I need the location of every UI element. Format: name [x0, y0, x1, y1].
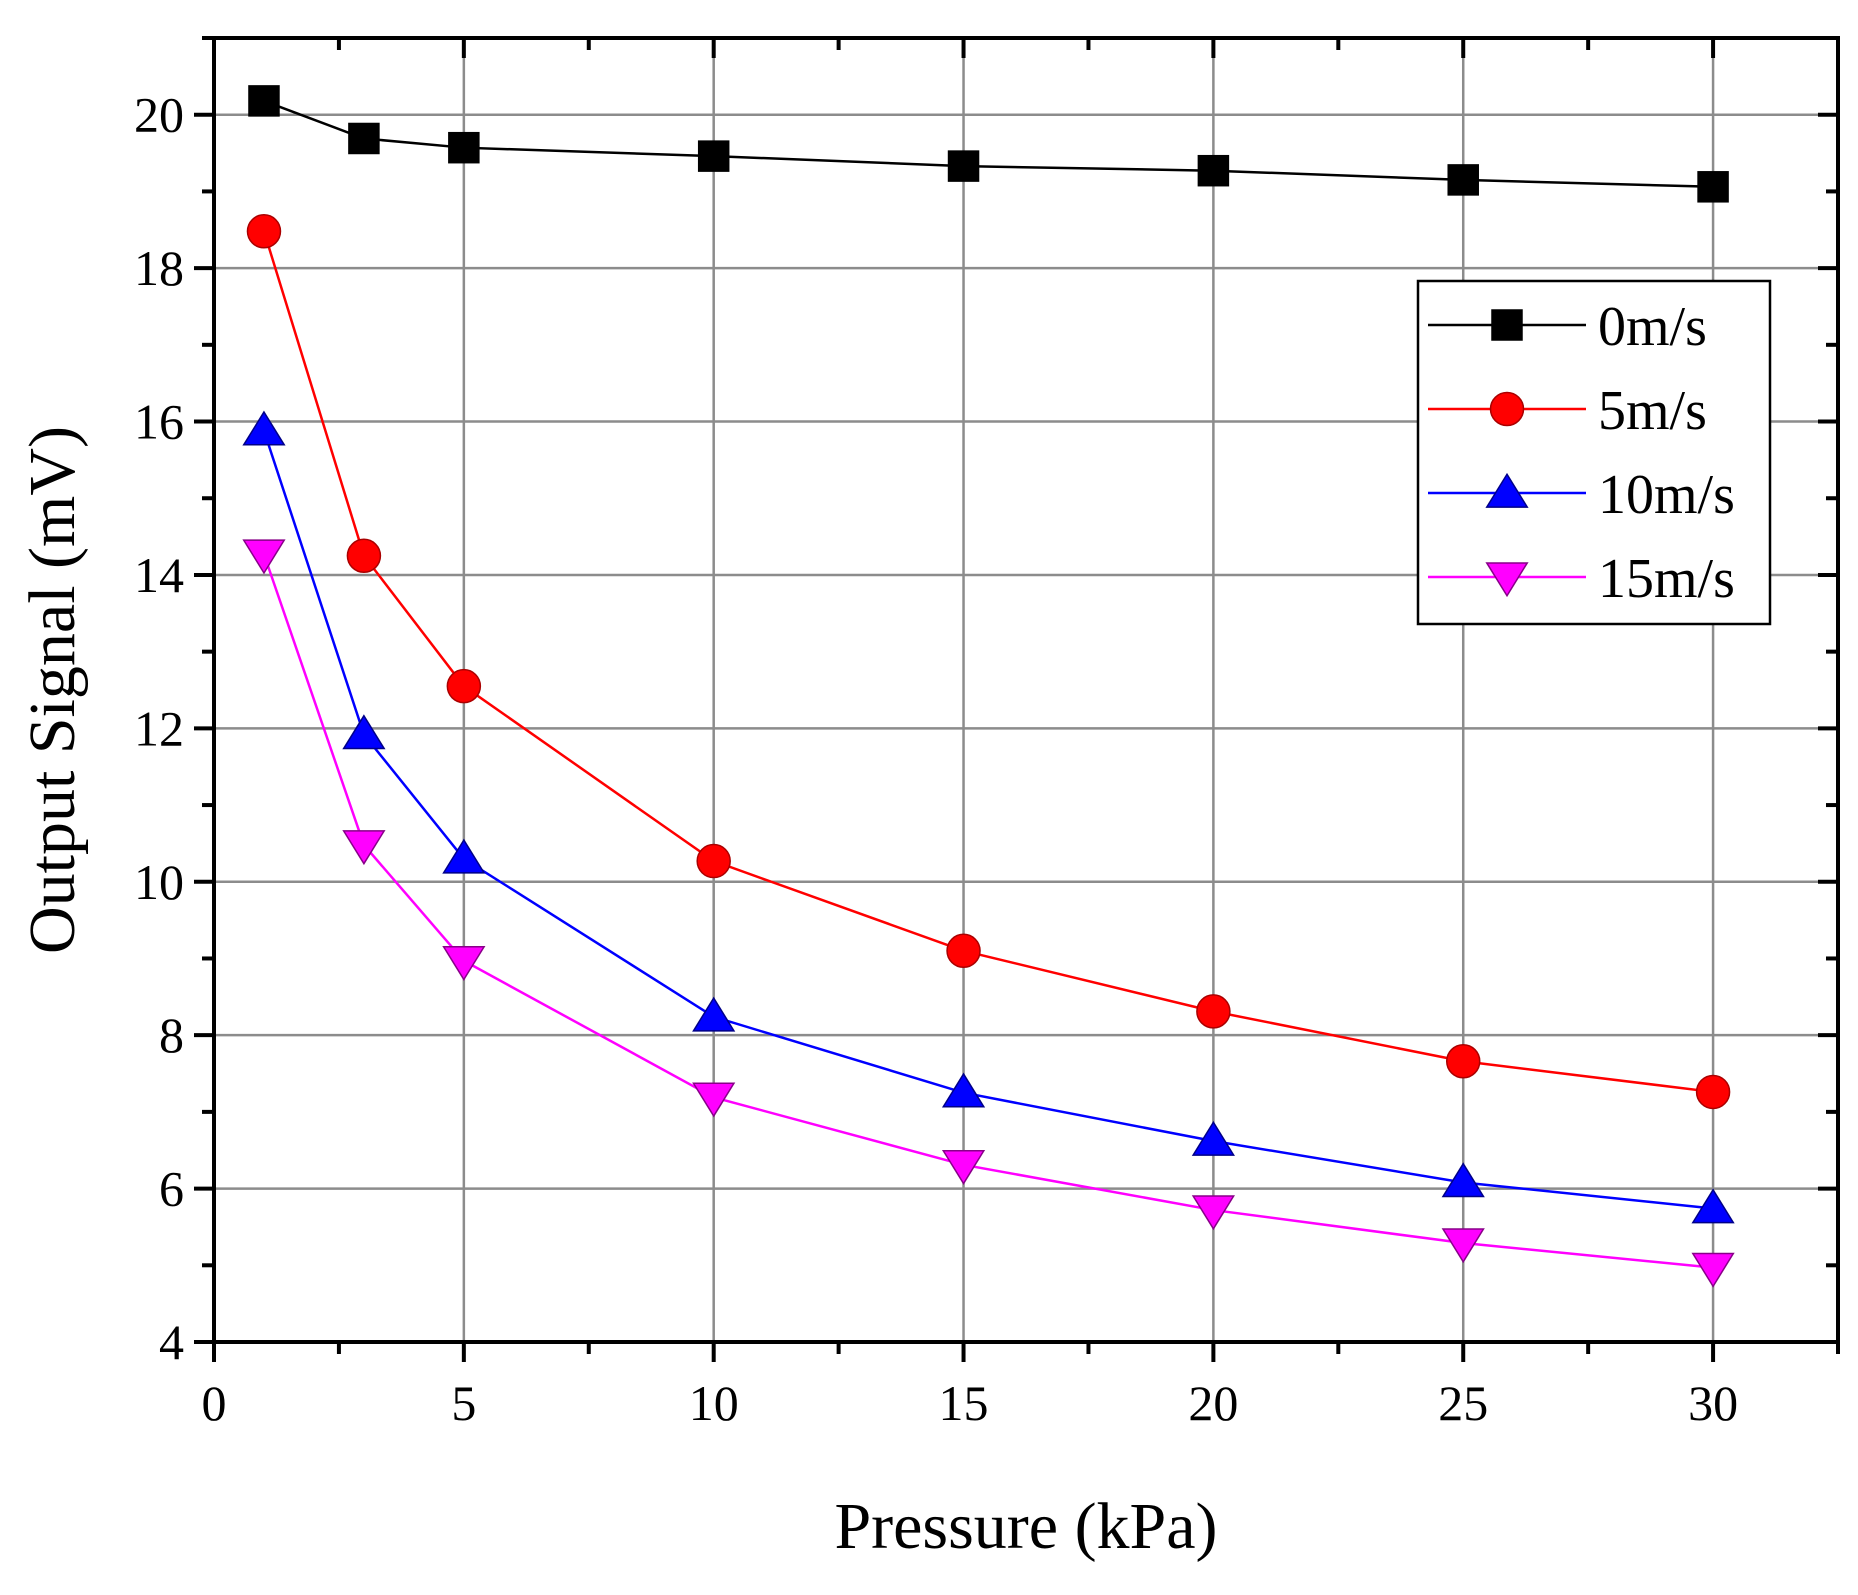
legend-marker-5m-s: [1489, 391, 1525, 427]
plot-frame: [212, 36, 1840, 1344]
y-tick-label: 10: [134, 854, 184, 910]
data-point-5m-s: [946, 933, 981, 969]
x-tick-label: 25: [1438, 1375, 1488, 1431]
series-line-10m-s: [262, 430, 1714, 1210]
data-point-5m-s: [346, 538, 382, 574]
axes: [194, 36, 1840, 1362]
data-point-5m-s: [1196, 994, 1231, 1029]
y-tick-label: 20: [134, 87, 184, 143]
series-lines: [262, 99, 1714, 1269]
data-point-15m-s: [941, 1149, 986, 1185]
data-point-15m-s: [692, 1082, 736, 1118]
data-point-10m-s: [342, 714, 386, 750]
data-point-0m-s: [248, 85, 280, 117]
x-tick-label: 15: [939, 1375, 989, 1431]
y-tick-label: 8: [159, 1007, 184, 1063]
data-point-15m-s: [1191, 1195, 1235, 1231]
x-tick-label: 30: [1688, 1375, 1738, 1431]
legend-label-15m-s: 15m/s: [1598, 548, 1735, 610]
data-point-10m-s: [941, 1072, 986, 1108]
data-point-5m-s: [1695, 1074, 1731, 1110]
x-tick-label: 20: [1188, 1375, 1238, 1431]
series-markers: [242, 85, 1735, 1288]
data-point-0m-s: [1697, 171, 1729, 203]
data-point-5m-s: [1445, 1044, 1481, 1079]
data-point-0m-s: [1447, 164, 1479, 196]
x-axis-title: Pressure (kPa): [834, 1490, 1217, 1563]
data-point-5m-s: [446, 668, 482, 704]
series-line-15m-s: [262, 553, 1714, 1269]
data-point-10m-s: [692, 996, 736, 1032]
data-point-5m-s: [696, 843, 731, 879]
x-tick-label: 5: [451, 1375, 476, 1431]
data-point-0m-s: [448, 131, 480, 164]
x-tick-label: 0: [202, 1375, 227, 1431]
legend: 0m/s 5m/s 10m/s 15m/s: [1416, 279, 1772, 626]
y-tick-label: 12: [134, 700, 184, 756]
data-point-10m-s: [1191, 1120, 1235, 1156]
legend-label-10m-s: 10m/s: [1598, 464, 1735, 526]
legend-label-0m-s: 0m/s: [1598, 296, 1707, 358]
x-tick-label: 10: [689, 1375, 739, 1431]
data-point-15m-s: [1691, 1252, 1735, 1288]
data-point-0m-s: [947, 150, 980, 182]
data-point-5m-s: [246, 214, 282, 249]
data-point-10m-s: [242, 410, 286, 446]
legend-marker-10m-s: [1485, 472, 1529, 508]
data-point-0m-s: [348, 122, 380, 155]
tick-labels: 0 5 10 15 20 25 30 4 6 8 10 12 14 16 18 20: [134, 87, 1738, 1431]
data-point-15m-s: [342, 830, 386, 866]
legend-label-5m-s: 5m/s: [1598, 380, 1707, 442]
series-line-5m-s: [262, 230, 1714, 1094]
data-point-15m-s: [442, 945, 486, 981]
data-point-15m-s: [1441, 1228, 1485, 1264]
data-point-10m-s: [1441, 1162, 1485, 1198]
legend-marker-15m-s: [1485, 562, 1529, 598]
legend-box: [1416, 279, 1772, 626]
data-point-10m-s: [1691, 1188, 1735, 1224]
y-tick-label: 16: [134, 394, 184, 450]
series-line-0m-s: [263, 99, 1714, 189]
y-tick-label: 18: [134, 240, 184, 296]
data-point-0m-s: [1197, 154, 1230, 187]
data-point-15m-s: [242, 539, 286, 575]
legend-marker-0m-s: [1491, 309, 1523, 341]
y-tick-label: 4: [159, 1314, 184, 1370]
data-point-10m-s: [442, 838, 486, 874]
data-point-0m-s: [697, 140, 730, 172]
y-axis-title: Output Signal (mV): [16, 426, 89, 954]
y-tick-label: 14: [134, 547, 184, 603]
y-tick-label: 6: [159, 1161, 184, 1217]
